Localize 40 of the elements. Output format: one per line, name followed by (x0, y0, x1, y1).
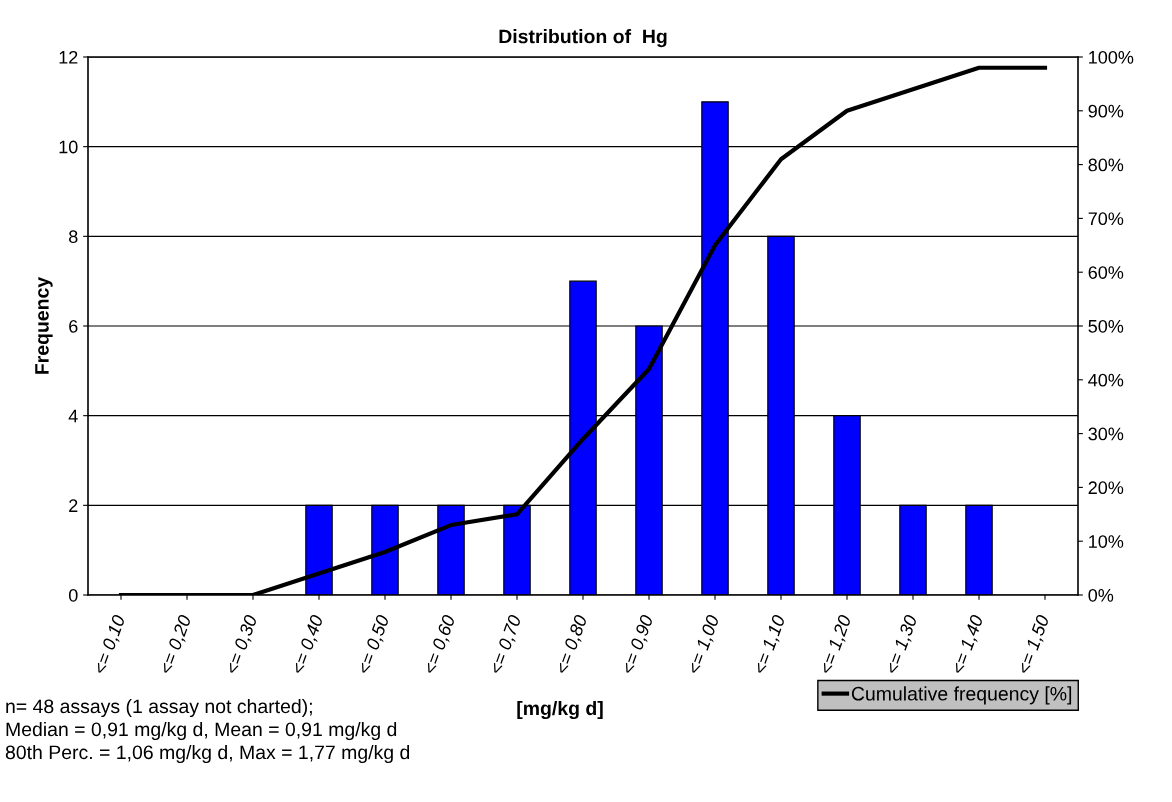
y2-tick-label: 80% (1088, 158, 1124, 172)
x-tick-label: <= 0,80 (554, 613, 590, 676)
x-tick-label: <= 1,30 (884, 613, 920, 676)
y-tick-label: 12 (59, 50, 78, 64)
text: n= 48 assays (1 assay not charted); (6, 698, 312, 718)
y2-tick-label: 20% (1088, 481, 1124, 495)
y-tick-label: 4 (68, 409, 78, 423)
chart-title: Distribution of Hg (499, 29, 667, 48)
x-tick-label: <= 1,00 (686, 613, 722, 676)
x-tick-label: <= 0,50 (356, 613, 392, 676)
y2-tick-label: 50% (1088, 319, 1124, 333)
y-tick-label: 2 (69, 499, 78, 512)
x-axis-title: [mg/kg d] (517, 700, 603, 720)
x-tick-label: <= 1,40 (950, 613, 986, 676)
x-tick-label: <= 0,30 (224, 613, 260, 676)
x-tick-label: <= 0,90 (620, 613, 656, 676)
x-tick-label: <= 1,20 (818, 613, 854, 676)
y2-tick-label: 0% (1088, 588, 1114, 602)
y2-tick-label: 60% (1088, 266, 1124, 279)
text: 80th Perc. = 1,06 mg/kg d, Max = 1,77 mg/kg d (5, 744, 410, 764)
y-axis-title: Frequency (35, 276, 53, 374)
x-tick-label: <= 0,70 (488, 613, 524, 676)
y-tick-label: 0 (68, 588, 78, 602)
x-tick-label: <= 0,40 (290, 613, 326, 676)
y2-tick-label: 10% (1089, 535, 1124, 548)
y-tick-label: 8 (69, 230, 78, 244)
x-tick-label: <= 0,60 (422, 613, 458, 676)
y2-tick-label: 40% (1088, 373, 1124, 387)
y2-tick-label: 90% (1088, 104, 1124, 118)
legend-label: Cumulative frequency [%] (851, 686, 1072, 705)
y2-tick-label: 100% (1089, 50, 1134, 64)
text: Median = 0,91 mg/kg d, Mean = 0,91 mg/kg d (6, 721, 397, 741)
y2-tick-label: 30% (1088, 427, 1124, 441)
x-tick-label: <= 0,10 (92, 613, 128, 676)
y-tick-label: 6 (69, 319, 78, 333)
y2-tick-label: 70% (1088, 212, 1124, 226)
y-tick-label: 10 (59, 140, 78, 154)
x-tick-label: <= 1,50 (1016, 613, 1052, 676)
x-tick-label: <= 1,10 (752, 613, 788, 676)
x-tick-label: <= 0,20 (158, 613, 194, 676)
